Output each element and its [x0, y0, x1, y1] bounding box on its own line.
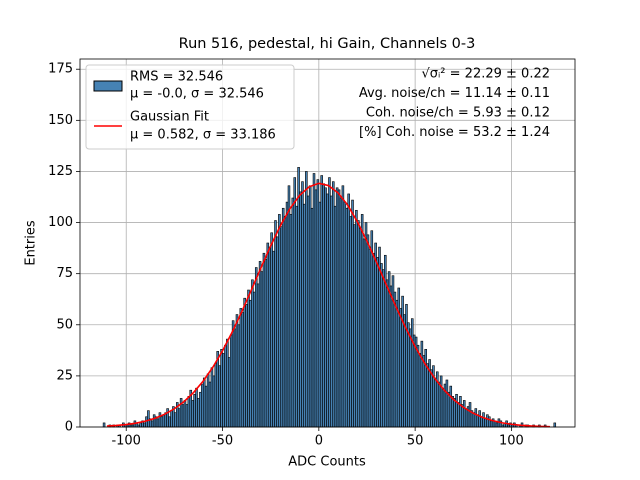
- x-tick-label: -50: [212, 434, 233, 449]
- y-tick-label: 75: [56, 266, 73, 281]
- legend-box: [85, 64, 295, 150]
- annotation: √σᵢ² = 22.29 ± 0.22: [421, 67, 550, 82]
- legend-label: RMS = 32.546: [130, 70, 223, 85]
- plot-frame: [79, 58, 576, 428]
- y-tick-label: 100: [48, 215, 73, 230]
- y-tick-label: 25: [56, 368, 73, 383]
- annotation: [%] Coh. noise = 53.2 ± 1.24: [359, 125, 550, 140]
- legend-swatch: [93, 80, 123, 92]
- bar: [102, 422, 106, 428]
- x-tick-label: 100: [499, 434, 524, 449]
- chart-title: Run 516, pedestal, hi Gain, Channels 0-3: [179, 36, 476, 52]
- y-tick-label: 0: [65, 420, 73, 435]
- y-tick-label: 175: [48, 62, 73, 77]
- legend-label: Gaussian Fit: [130, 110, 209, 125]
- legend-label: μ = -0.0, σ = 32.546: [130, 87, 264, 102]
- bar: [553, 422, 557, 428]
- fit-line: [106, 182, 550, 428]
- x-tick-label: -100: [111, 434, 141, 449]
- x-tick-label: 50: [407, 434, 424, 449]
- y-tick-label: 125: [48, 164, 73, 179]
- y-tick-label: 50: [56, 317, 73, 332]
- x-axis-label: ADC Counts: [288, 455, 366, 470]
- x-tick-label: 0: [315, 434, 323, 449]
- annotation: Coh. noise/ch = 5.93 ± 0.12: [366, 106, 550, 121]
- legend-label: μ = 0.582, σ = 33.186: [130, 128, 276, 143]
- y-tick-label: 150: [48, 113, 73, 128]
- annotation: Avg. noise/ch = 11.14 ± 0.11: [359, 86, 550, 101]
- y-axis-label: Entries: [24, 220, 39, 266]
